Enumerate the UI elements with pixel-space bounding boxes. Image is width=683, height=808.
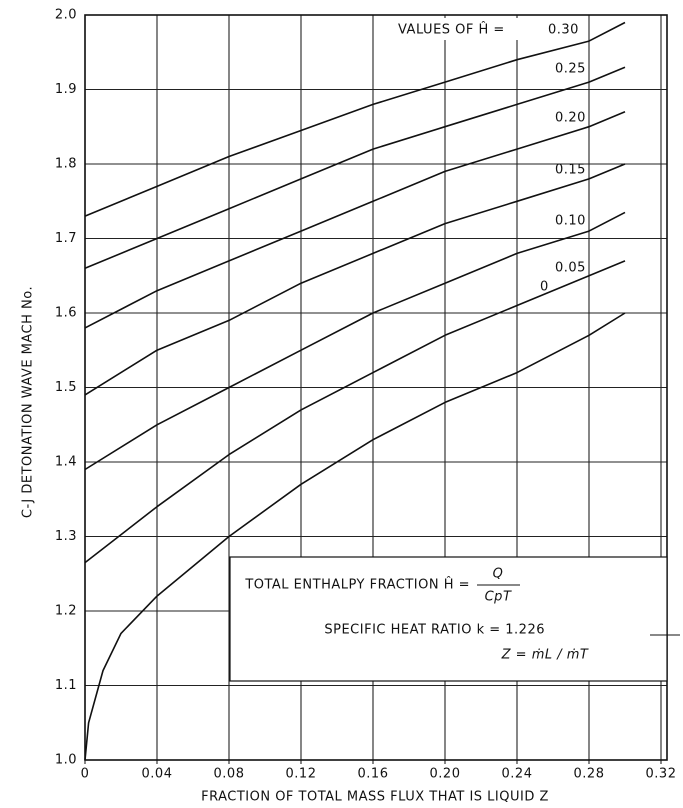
- curve: [84, 163, 626, 396]
- x-axis-label: FRACTION OF TOTAL MASS FLUX THAT IS LIQU…: [201, 790, 549, 805]
- legend-title: VALUES OF Ĥ =: [398, 22, 505, 38]
- y-tick-label: 2.0: [55, 8, 77, 23]
- x-tick-label: 0.16: [358, 767, 389, 782]
- curve: [84, 66, 626, 270]
- info-box: [229, 556, 668, 682]
- curve: [84, 111, 626, 329]
- y-axis-label: C-J DETONATION WAVE MACH No.: [21, 286, 36, 518]
- curve: [84, 260, 626, 564]
- plot-frame: [84, 14, 668, 761]
- curve-label: 0: [540, 280, 549, 295]
- annotation: TOTAL ENTHALPY FRACTION Ĥ =: [244, 577, 470, 593]
- y-tick-label: 1.9: [55, 82, 77, 97]
- x-tick-label: 0.32: [646, 767, 677, 782]
- y-tick-label: 1.6: [55, 306, 77, 321]
- annotation: CpT: [485, 590, 512, 605]
- y-tick-label: 1.5: [55, 380, 77, 395]
- x-tick-label: 0.28: [574, 767, 605, 782]
- y-tick-label: 1.0: [55, 753, 77, 768]
- x-tick-label: 0.24: [502, 767, 533, 782]
- x-tick-label: 0.20: [430, 767, 461, 782]
- y-tick-label: 1.2: [55, 604, 77, 619]
- x-tick-label: 0: [81, 767, 90, 782]
- y-tick-label: 1.8: [55, 157, 77, 172]
- y-tick-label: 1.1: [55, 678, 77, 693]
- curve-label: 0.15: [555, 163, 586, 178]
- y-tick-label: 1.3: [55, 529, 77, 544]
- curve-label: 0.20: [555, 111, 586, 126]
- x-tick-label: 0.04: [142, 767, 173, 782]
- legend-bg: [390, 18, 540, 40]
- annotation: Q: [493, 567, 504, 582]
- y-tick-label: 1.7: [55, 231, 77, 246]
- curve-label: 0.10: [555, 214, 586, 229]
- curve-label: 0.30: [548, 23, 579, 38]
- curve: [84, 211, 626, 471]
- x-tick-label: 0.08: [214, 767, 245, 782]
- curve-label: 0.25: [555, 62, 586, 77]
- curve: [84, 312, 626, 761]
- annotation: SPECIFIC HEAT RATIO k = 1.226: [324, 623, 545, 638]
- curve-label: 0.05: [555, 261, 586, 276]
- annotation: Z = ṁL / ṁT: [501, 648, 589, 663]
- x-tick-label: 0.12: [286, 767, 317, 782]
- y-tick-label: 1.4: [55, 455, 77, 470]
- curve: [84, 21, 626, 217]
